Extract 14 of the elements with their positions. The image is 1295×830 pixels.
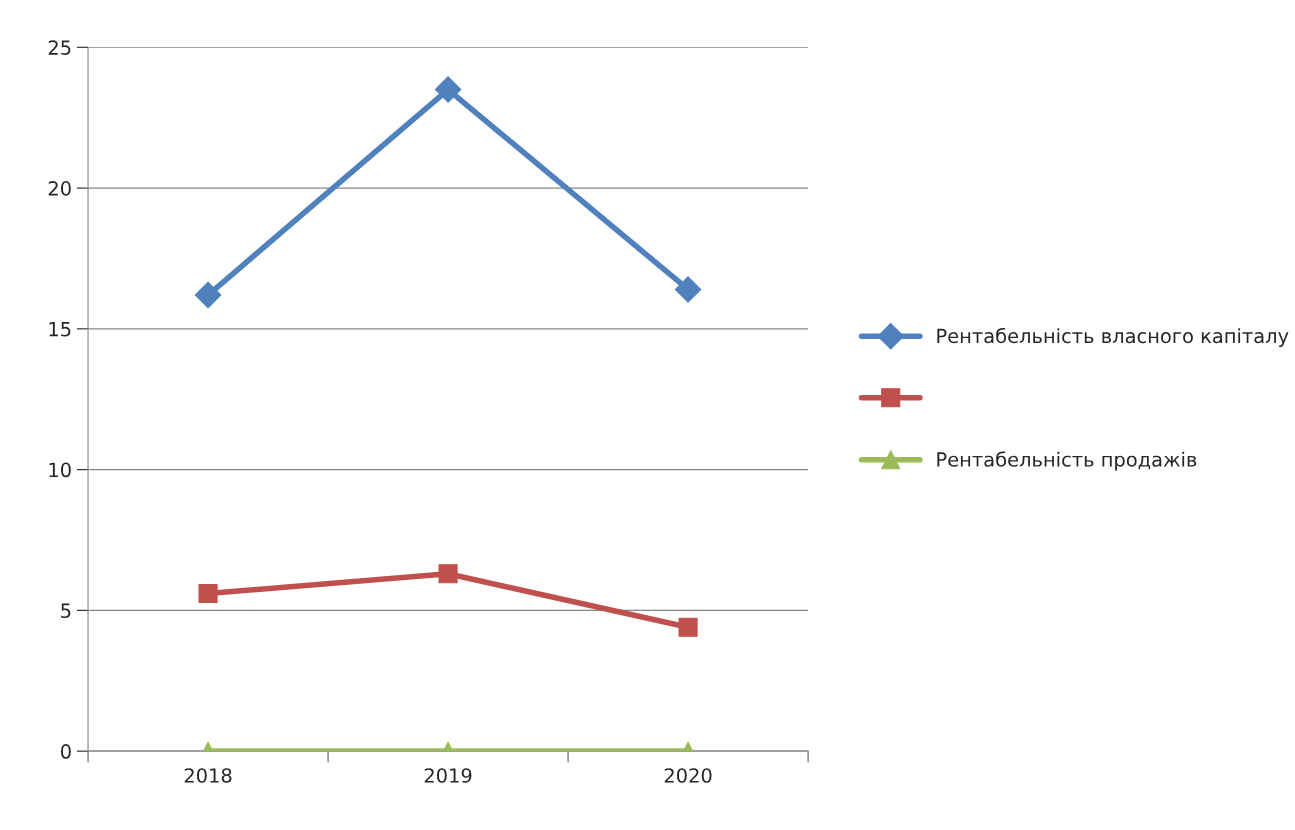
y-tick-label: 20 — [48, 181, 71, 196]
legend-label: Рентабельність продажів — [937, 451, 1197, 471]
y-tick-label: 0 — [61, 744, 71, 759]
legend-label: Рентабельність власного капіталу — [937, 327, 1289, 348]
y-tick-label: 25 — [48, 40, 71, 55]
point — [434, 76, 462, 103]
y-tick-label: 10 — [49, 462, 71, 478]
x-tick-label: 2020 — [664, 768, 712, 783]
y-tick-label: 5 — [61, 603, 71, 619]
x-tick-label: 2019 — [424, 768, 472, 783]
x-tick-label: 2018 — [184, 768, 232, 783]
y-tick-label: 15 — [49, 322, 71, 337]
point — [194, 281, 222, 309]
point — [674, 276, 702, 303]
